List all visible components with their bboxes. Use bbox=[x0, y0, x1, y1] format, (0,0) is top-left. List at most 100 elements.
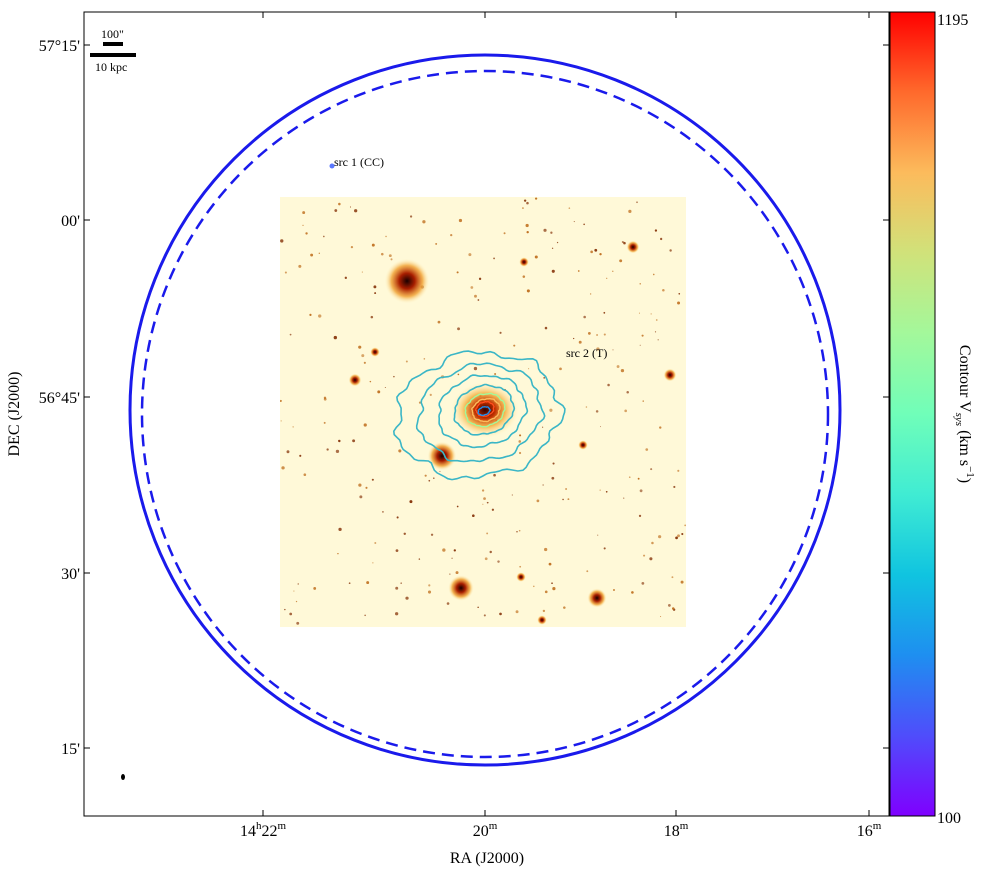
star bbox=[385, 235, 387, 238]
star bbox=[450, 234, 453, 237]
star bbox=[363, 423, 367, 427]
bright-star bbox=[519, 257, 529, 267]
star bbox=[451, 557, 453, 559]
star bbox=[494, 373, 497, 376]
star bbox=[603, 547, 606, 550]
contour-line bbox=[392, 350, 566, 481]
star bbox=[551, 269, 555, 273]
star bbox=[428, 479, 431, 482]
star bbox=[482, 503, 484, 505]
star bbox=[297, 583, 299, 585]
star bbox=[556, 241, 559, 244]
contour-line bbox=[415, 362, 546, 463]
star bbox=[669, 249, 672, 252]
bright-star bbox=[348, 373, 362, 387]
star bbox=[384, 386, 386, 389]
star bbox=[380, 252, 384, 256]
star bbox=[323, 421, 326, 424]
star bbox=[281, 466, 285, 470]
x-axis-title: RA (J2000) bbox=[450, 850, 524, 867]
bright-star bbox=[587, 588, 607, 608]
star bbox=[597, 534, 599, 536]
star bbox=[626, 390, 629, 394]
star bbox=[468, 253, 472, 257]
star bbox=[603, 311, 606, 314]
star bbox=[596, 347, 600, 351]
star bbox=[422, 220, 426, 224]
star bbox=[405, 596, 409, 600]
star bbox=[673, 485, 676, 489]
star bbox=[456, 271, 459, 274]
star bbox=[667, 604, 671, 607]
star bbox=[393, 375, 395, 378]
x-tick-label: 20m bbox=[473, 820, 498, 840]
star bbox=[526, 201, 529, 205]
star bbox=[371, 478, 374, 481]
star bbox=[484, 557, 488, 561]
star bbox=[483, 614, 486, 617]
star bbox=[409, 215, 413, 218]
star bbox=[318, 314, 322, 318]
star bbox=[429, 393, 432, 396]
star bbox=[323, 396, 327, 400]
star bbox=[544, 590, 548, 594]
x-tick-label: 14h22m bbox=[240, 820, 287, 840]
star bbox=[374, 292, 377, 295]
star bbox=[528, 368, 530, 370]
star bbox=[643, 554, 646, 557]
star bbox=[428, 584, 431, 587]
colorbar-gradient bbox=[889, 11, 936, 817]
star bbox=[607, 383, 610, 387]
star bbox=[513, 344, 516, 347]
star bbox=[599, 252, 602, 256]
star bbox=[522, 207, 524, 210]
star bbox=[654, 331, 657, 333]
bright-star bbox=[516, 572, 526, 582]
star bbox=[565, 488, 568, 491]
star bbox=[472, 514, 475, 518]
contour-line bbox=[453, 383, 516, 436]
star bbox=[641, 334, 644, 337]
y-tick-label: 15' bbox=[61, 741, 80, 758]
star bbox=[455, 571, 459, 575]
star bbox=[583, 223, 585, 226]
star bbox=[423, 358, 426, 360]
contour-line bbox=[477, 406, 491, 416]
star bbox=[678, 292, 681, 295]
star bbox=[491, 508, 495, 511]
y-tick-label: 57°15' bbox=[39, 38, 80, 55]
star bbox=[486, 532, 489, 535]
star bbox=[542, 426, 544, 428]
star bbox=[563, 606, 566, 609]
src1-marker bbox=[329, 163, 335, 169]
star bbox=[352, 439, 356, 443]
galaxy-core bbox=[451, 382, 519, 438]
star bbox=[677, 301, 681, 305]
star bbox=[305, 232, 308, 235]
star bbox=[326, 448, 329, 451]
contour-line bbox=[438, 374, 529, 449]
star bbox=[284, 271, 287, 274]
star bbox=[516, 531, 518, 533]
star bbox=[473, 366, 478, 371]
star bbox=[293, 590, 295, 592]
star bbox=[599, 426, 602, 428]
star bbox=[573, 221, 575, 223]
star bbox=[549, 408, 553, 412]
star bbox=[624, 409, 627, 413]
star bbox=[497, 560, 500, 563]
star bbox=[344, 276, 347, 279]
star bbox=[658, 535, 662, 539]
star bbox=[628, 209, 632, 213]
star bbox=[309, 313, 312, 317]
star bbox=[348, 582, 351, 585]
star bbox=[350, 245, 354, 249]
star bbox=[638, 514, 642, 518]
star bbox=[302, 211, 306, 215]
star bbox=[616, 365, 620, 368]
star bbox=[649, 557, 653, 561]
bright-star bbox=[448, 575, 474, 601]
star bbox=[594, 248, 598, 252]
star bbox=[659, 426, 662, 429]
star bbox=[358, 483, 362, 487]
